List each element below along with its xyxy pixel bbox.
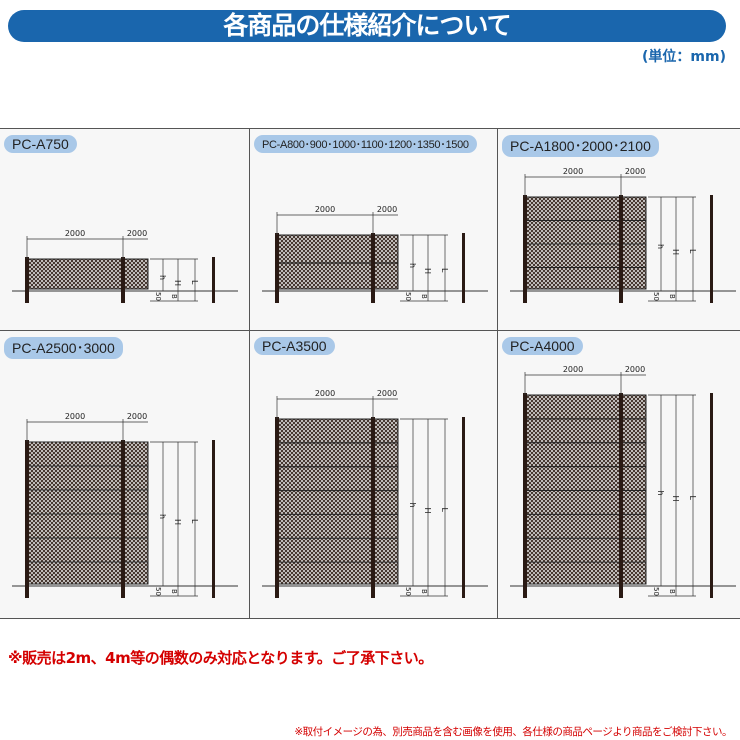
post: [523, 195, 527, 303]
dim-span-label: 2000: [625, 365, 645, 374]
dim-h-label: h: [408, 263, 417, 268]
dim-L-label: L: [688, 496, 697, 501]
mesh-panel: [276, 418, 399, 585]
dim-50-label: 50: [404, 292, 412, 301]
dim-h-label: h: [158, 275, 167, 280]
dim-H-label: H: [173, 280, 182, 286]
dim-span-label: 2000: [65, 229, 85, 238]
product-panel: PC-A4000 2000 2000 h H L 50 B: [498, 331, 740, 619]
post: [523, 393, 527, 598]
dim-50-label: 50: [154, 292, 162, 301]
dim-L-label: L: [190, 280, 199, 285]
dim-span-label: 2000: [625, 167, 645, 176]
fence-diagram: 2000 2000 h H L 50 B: [510, 365, 736, 598]
dim-span-label: 2000: [377, 205, 397, 214]
mesh-panel: [276, 234, 399, 290]
post: [25, 440, 29, 598]
post: [619, 195, 623, 303]
side-post: [710, 393, 713, 598]
post: [371, 233, 375, 303]
dim-H-label: H: [173, 519, 182, 525]
dim-h-label: h: [656, 491, 665, 496]
dim-span-label: 2000: [563, 167, 583, 176]
dim-span-label: 2000: [315, 205, 335, 214]
dim-L-label: L: [440, 508, 449, 513]
dim-50-label: 50: [154, 587, 162, 596]
fence-diagram: 2000 2000 h H L 50 B: [262, 205, 488, 303]
side-post: [710, 195, 713, 303]
dim-L-label: L: [190, 519, 199, 524]
dim-B-label: B: [170, 589, 178, 594]
sale-note: ※販売は2m、4m等の偶数のみ対応となります。ご了承下さい。: [8, 649, 433, 667]
dim-h-label: h: [408, 503, 417, 508]
mesh-panel: [524, 196, 647, 290]
dim-B-label: B: [420, 294, 428, 299]
mesh-panel: [524, 394, 647, 585]
post: [275, 417, 279, 598]
product-label: PC-A1800･2000･2100: [502, 135, 659, 157]
side-post: [462, 417, 465, 598]
product-label: PC-A2500･3000: [4, 337, 123, 359]
dim-B-label: B: [668, 589, 676, 594]
dim-h-label: h: [656, 244, 665, 249]
product-panel: PC-A2500･3000 2000 2000 h H L 50 B: [0, 331, 250, 619]
dim-span-label: 2000: [563, 365, 583, 374]
dim-50-label: 50: [404, 587, 412, 596]
disclaimer-note: ※取付イメージの為、別売商品を含む画像を使用、各仕様の商品ページより商品をご検討…: [294, 726, 732, 738]
dim-span-label: 2000: [127, 412, 147, 421]
dim-50-label: 50: [652, 292, 660, 301]
dim-B-label: B: [668, 294, 676, 299]
dim-span-label: 2000: [377, 389, 397, 398]
product-panel: PC-A750 2000 2000 h H L 50 B: [0, 129, 250, 331]
post: [25, 257, 29, 303]
product-panel: PC-A800･900･1000･1100･1200･1350･1500 200…: [250, 129, 498, 331]
dim-span-label: 2000: [65, 412, 85, 421]
product-panel: PC-A1800･2000･2100 2000 2000 h H L 50 B: [498, 129, 740, 331]
product-grid: PC-A750 2000 2000 h H L 50 B PC-A800･900･1000･…: [0, 128, 740, 619]
dim-span-label: 2000: [315, 389, 335, 398]
dim-H-label: H: [423, 508, 432, 514]
side-post: [212, 257, 215, 303]
dim-H-label: H: [423, 268, 432, 274]
dim-h-label: h: [158, 514, 167, 519]
side-post: [462, 233, 465, 303]
fence-diagram: 2000 2000 h H L 50 B: [12, 229, 238, 303]
product-panel: PC-A3500 2000 2000 h H L 50 B: [250, 331, 498, 619]
product-label: PC-A800･900･1000･1100･1200･1350･1500: [254, 135, 477, 153]
fence-diagram: 2000 2000 h H L 50 B: [12, 412, 238, 598]
mesh-panel: [26, 441, 149, 585]
dim-H-label: H: [671, 249, 680, 255]
post: [275, 233, 279, 303]
mesh-panel: [26, 258, 149, 290]
product-label: PC-A3500: [254, 337, 335, 355]
unit-label: (単位：mm): [642, 49, 726, 65]
dim-50-label: 50: [652, 587, 660, 596]
dim-span-label: 2000: [127, 229, 147, 238]
dim-H-label: H: [671, 496, 680, 502]
product-label: PC-A4000: [502, 337, 583, 355]
side-post: [212, 440, 215, 598]
dim-B-label: B: [170, 294, 178, 299]
dim-B-label: B: [420, 589, 428, 594]
post: [619, 393, 623, 598]
product-label: PC-A750: [4, 135, 77, 153]
fence-diagram: 2000 2000 h H L 50 B: [510, 167, 736, 303]
dim-L-label: L: [688, 249, 697, 254]
post: [121, 440, 125, 598]
post: [371, 417, 375, 598]
page-title: 各商品の仕様紹介について: [8, 10, 726, 42]
fence-diagram: 2000 2000 h H L 50 B: [262, 389, 488, 598]
dim-L-label: L: [440, 268, 449, 273]
post: [121, 257, 125, 303]
